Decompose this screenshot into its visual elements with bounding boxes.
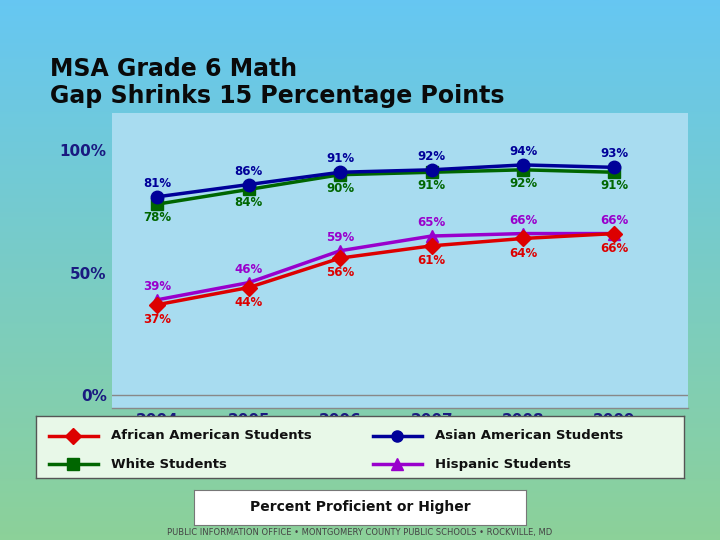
Text: African American Students: African American Students: [111, 429, 311, 442]
Text: 78%: 78%: [143, 211, 171, 224]
Text: 56%: 56%: [326, 266, 354, 279]
Text: 44%: 44%: [235, 296, 263, 309]
Text: 39%: 39%: [143, 280, 171, 293]
Text: 86%: 86%: [235, 165, 263, 178]
Text: 66%: 66%: [600, 214, 629, 227]
Text: PUBLIC INFORMATION OFFICE • MONTGOMERY COUNTY PUBLIC SCHOOLS • ROCKVILLE, MD: PUBLIC INFORMATION OFFICE • MONTGOMERY C…: [167, 528, 553, 537]
Text: Percent Proficient or Higher: Percent Proficient or Higher: [250, 501, 470, 514]
Text: 93%: 93%: [600, 147, 629, 160]
Text: 92%: 92%: [418, 150, 446, 163]
Text: 81%: 81%: [143, 177, 171, 190]
Text: 64%: 64%: [509, 247, 537, 260]
Text: 91%: 91%: [326, 152, 354, 165]
Text: 59%: 59%: [326, 231, 354, 244]
Text: 46%: 46%: [235, 262, 263, 276]
Text: 84%: 84%: [235, 197, 263, 210]
Text: 66%: 66%: [509, 214, 537, 227]
Text: 94%: 94%: [509, 145, 537, 158]
Text: White Students: White Students: [111, 458, 226, 471]
Text: 37%: 37%: [143, 313, 171, 326]
Text: 61%: 61%: [418, 254, 446, 267]
Text: 65%: 65%: [418, 216, 446, 229]
Text: 90%: 90%: [326, 181, 354, 194]
Text: Gap Shrinks 15 Percentage Points: Gap Shrinks 15 Percentage Points: [50, 84, 505, 107]
Text: 66%: 66%: [600, 242, 629, 255]
Text: Asian American Students: Asian American Students: [435, 429, 623, 442]
Text: MSA Grade 6 Math: MSA Grade 6 Math: [50, 57, 297, 80]
Text: 91%: 91%: [600, 179, 629, 192]
Text: Hispanic Students: Hispanic Students: [435, 458, 570, 471]
Text: 91%: 91%: [418, 179, 446, 192]
Text: 92%: 92%: [509, 177, 537, 190]
